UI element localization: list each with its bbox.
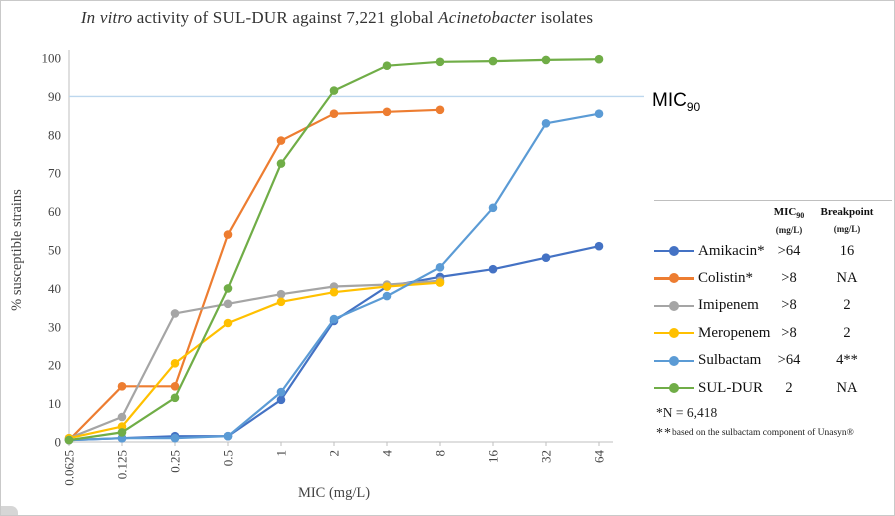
series-breakpoint-value: NA (836, 379, 858, 396)
svg-text:0: 0 (55, 435, 62, 450)
svg-text:50: 50 (48, 243, 61, 258)
svg-text:0.125: 0.125 (115, 450, 130, 479)
svg-text:64: 64 (592, 450, 607, 464)
x-axis-title: MIC (mg/L) (298, 485, 370, 501)
svg-text:40: 40 (48, 281, 61, 296)
svg-text:2: 2 (327, 450, 342, 457)
chart-title: In vitro activity of SUL-DUR against 7,2… (80, 8, 594, 27)
legend-col-breakpoint: Breakpoint (mg/L) (820, 206, 874, 234)
series-mic90-value: >64 (777, 352, 801, 369)
x-axis: 0.0625 0.125 0.25 0.5 1 2 4 8 16 32 64 (62, 441, 613, 486)
legend-header: MIC90 (mg/L) Breakpoint (mg/L) (654, 203, 892, 237)
svg-text:16: 16 (486, 450, 501, 464)
series-marker-icon (654, 273, 698, 284)
series-breakpoint-value: 16 (839, 242, 855, 259)
svg-text:90: 90 (48, 89, 61, 104)
series-marker-icon (654, 383, 698, 394)
series-mic90-value: >8 (781, 269, 797, 286)
footnote-unasyn: **based on the sulbactam component of Un… (656, 426, 854, 441)
svg-text:10: 10 (48, 396, 61, 411)
series-name: SUL-DUR (698, 379, 764, 396)
legend-top-rule (654, 200, 892, 201)
series-name: Colistin* (698, 269, 754, 286)
y-axis-title: % susceptible strains (9, 189, 25, 311)
series-name: Imipenem (698, 297, 759, 314)
series-meropenem (64, 278, 445, 443)
series-sul-dur (64, 54, 604, 445)
legend-col-mic90: MIC90 (mg/L) (773, 206, 805, 235)
svg-text:30: 30 (48, 319, 61, 334)
svg-text:80: 80 (48, 127, 61, 142)
svg-text:0.0625: 0.0625 (62, 450, 77, 486)
series-mic90-value: 2 (785, 379, 793, 396)
series-mic90-value: >64 (777, 242, 801, 259)
series-colistin (64, 105, 445, 445)
series-marker-icon (654, 328, 698, 339)
svg-text:1: 1 (274, 450, 289, 457)
legend-row: SUL-DUR 2 NA (654, 374, 892, 401)
legend-row: Meropenem >8 2 (654, 320, 892, 347)
legend-row: Imipenem >8 2 (654, 292, 892, 319)
svg-text:20: 20 (48, 358, 61, 373)
svg-text:100: 100 (42, 51, 62, 66)
series-breakpoint-value: 2 (843, 324, 851, 341)
series-sulbactam (64, 109, 604, 445)
series-name: Sulbactam (698, 352, 762, 369)
series-breakpoint-value: 2 (843, 297, 851, 314)
footnotes: *N = 6,418 **based on the sulbactam comp… (656, 405, 854, 442)
series-mic90-value: >8 (781, 324, 797, 341)
series-marker-icon (654, 300, 698, 311)
series-breakpoint-value: 4** (836, 352, 858, 369)
svg-text:60: 60 (48, 204, 61, 219)
svg-text:0.25: 0.25 (168, 450, 183, 473)
series-mic90-value: >8 (781, 297, 797, 314)
series-name: Meropenem (698, 324, 771, 341)
title-italic-invitro: In vitro (80, 8, 133, 27)
svg-text:8: 8 (433, 450, 448, 457)
series-amikacin (64, 241, 604, 445)
svg-text:4: 4 (380, 450, 395, 457)
y-axis: 0 10 20 30 40 50 60 70 80 90 100 (42, 50, 70, 450)
legend-row: Colistin* >8 NA (654, 265, 892, 292)
svg-text:32: 32 (539, 450, 554, 463)
series-name: Amikacin* (698, 242, 765, 259)
legend-rows: Amikacin* >64 16 Colistin* >8 NA Imipenem >8 2 Me… (654, 237, 892, 401)
svg-text:0.5: 0.5 (221, 450, 236, 466)
legend-row: Amikacin* >64 16 (654, 237, 892, 264)
mic90-reference-label: MIC90 (652, 90, 701, 114)
series-marker-icon (654, 246, 698, 257)
series-breakpoint-value: NA (836, 269, 858, 286)
footnote-n: *N = 6,418 (656, 405, 718, 420)
series-marker-icon (654, 355, 698, 366)
legend-row: Sulbactam >64 4** (654, 347, 892, 374)
svg-text:70: 70 (48, 166, 61, 181)
scrollbar-corner-artifact (1, 506, 18, 515)
legend: MIC90 (mg/L) Breakpoint (mg/L) Amikacin*… (654, 200, 892, 402)
title-italic-acinetobacter: Acinetobacter (438, 8, 537, 27)
